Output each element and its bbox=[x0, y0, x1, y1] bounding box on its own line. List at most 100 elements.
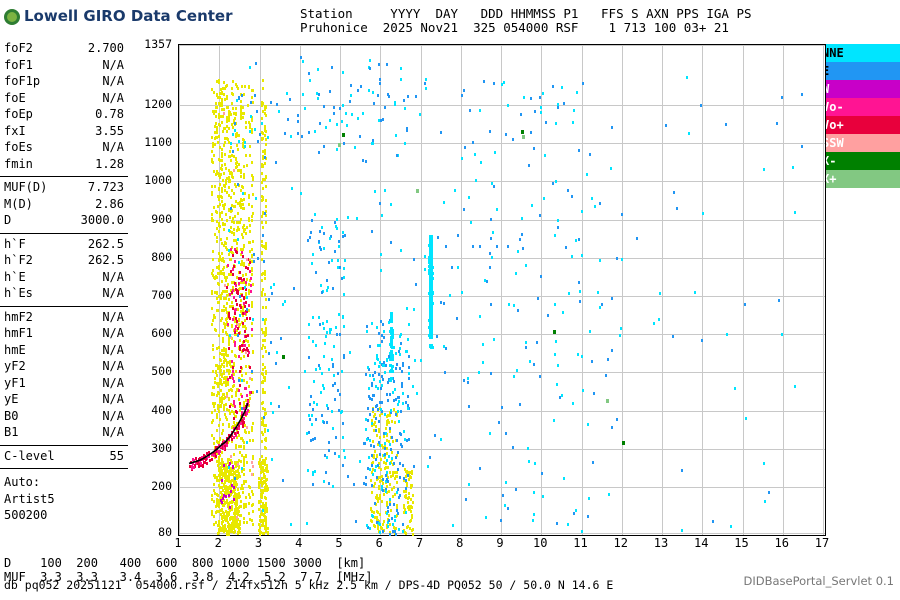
echo-point bbox=[238, 444, 241, 448]
legend-item-x[interactable]: X- bbox=[818, 152, 900, 170]
echo-point bbox=[219, 368, 222, 372]
echo-point bbox=[240, 260, 243, 264]
echo-point bbox=[230, 409, 233, 413]
echo-point bbox=[248, 365, 251, 369]
echo-point bbox=[334, 452, 337, 456]
echo-point bbox=[242, 379, 245, 383]
x-axis-tick-label: 16 bbox=[774, 536, 789, 550]
echo-point bbox=[242, 93, 245, 97]
echo-point bbox=[238, 465, 241, 469]
echo-point bbox=[368, 397, 371, 401]
echo-point bbox=[261, 294, 264, 298]
echo-point bbox=[235, 485, 238, 489]
echo-point bbox=[215, 275, 218, 279]
echo-point bbox=[358, 460, 361, 464]
legend-item-w[interactable]: W bbox=[818, 80, 900, 98]
echo-point bbox=[247, 289, 250, 293]
echo-point bbox=[229, 462, 232, 466]
echo-point bbox=[214, 125, 217, 129]
echo-point bbox=[277, 109, 280, 113]
echo-point bbox=[225, 361, 228, 365]
echo-point bbox=[222, 204, 225, 208]
echo-point bbox=[402, 530, 405, 534]
echo-point bbox=[386, 432, 389, 436]
echo-point bbox=[251, 214, 254, 218]
legend-item-ssw[interactable]: SSW bbox=[818, 134, 900, 152]
echo-point bbox=[267, 428, 270, 432]
gridline-vertical bbox=[299, 45, 301, 535]
x-axis-tick-label: 13 bbox=[653, 536, 669, 550]
echo-point bbox=[239, 113, 242, 117]
echo-point bbox=[321, 384, 324, 388]
echo-point bbox=[395, 491, 398, 495]
echo-point bbox=[525, 264, 528, 268]
echo-point bbox=[591, 461, 594, 465]
echo-point bbox=[283, 131, 286, 135]
echo-point bbox=[265, 525, 268, 529]
echo-point bbox=[580, 210, 583, 214]
echo-point bbox=[218, 345, 221, 349]
echo-point bbox=[323, 479, 326, 483]
ionogram-plot[interactable] bbox=[178, 44, 826, 536]
echo-point bbox=[248, 384, 251, 388]
echo-point bbox=[439, 438, 442, 442]
echo-point bbox=[389, 461, 392, 465]
echo-point bbox=[365, 524, 368, 528]
echo-point bbox=[370, 381, 373, 385]
echo-point bbox=[389, 342, 393, 346]
echo-point bbox=[219, 438, 222, 442]
echo-point bbox=[323, 232, 326, 236]
echo-point bbox=[248, 260, 251, 264]
echo-point bbox=[320, 225, 323, 229]
echo-point bbox=[220, 397, 223, 401]
echo-point bbox=[491, 181, 494, 185]
echo-point bbox=[215, 428, 218, 432]
echo-point bbox=[380, 383, 383, 387]
auto-line: 500200 bbox=[4, 508, 48, 522]
echo-point bbox=[240, 393, 243, 397]
echo-point bbox=[234, 510, 237, 514]
echo-point bbox=[223, 162, 226, 166]
legend-item-vo[interactable]: Vo- bbox=[818, 98, 900, 116]
echo-point bbox=[237, 512, 240, 516]
echo-point bbox=[254, 196, 257, 200]
echo-point bbox=[216, 464, 219, 468]
echo-point bbox=[406, 438, 409, 442]
echo-point bbox=[194, 463, 197, 467]
echo-point bbox=[235, 421, 238, 425]
echo-point bbox=[242, 459, 245, 463]
echo-point bbox=[218, 526, 221, 530]
echo-point bbox=[230, 426, 233, 430]
legend-item-x[interactable]: X+ bbox=[818, 170, 900, 188]
echo-point bbox=[228, 215, 231, 219]
echo-point bbox=[539, 214, 542, 218]
echo-point bbox=[287, 385, 290, 389]
echo-point bbox=[225, 530, 228, 533]
echo-point bbox=[489, 302, 492, 306]
echo-point bbox=[445, 245, 448, 249]
echo-point bbox=[395, 509, 398, 513]
echo-point bbox=[241, 340, 244, 344]
echo-point bbox=[251, 269, 254, 273]
echo-point bbox=[234, 162, 237, 166]
echo-point bbox=[311, 340, 314, 344]
param-row: h`F2 262.5 bbox=[0, 253, 128, 270]
echo-point bbox=[394, 477, 397, 481]
echo-point bbox=[226, 511, 229, 515]
echo-point bbox=[349, 100, 352, 104]
echo-point bbox=[248, 144, 251, 148]
legend-item-vo[interactable]: Vo+ bbox=[818, 116, 900, 134]
legend-item-nne[interactable]: NNE bbox=[818, 44, 900, 62]
echo-point bbox=[406, 94, 409, 98]
legend-item-e[interactable]: E bbox=[818, 62, 900, 80]
param-value: N/A bbox=[102, 57, 124, 72]
echo-point bbox=[263, 126, 266, 130]
echo-point bbox=[244, 335, 247, 339]
echo-point bbox=[264, 209, 267, 213]
echo-point bbox=[371, 90, 374, 94]
echo-point bbox=[210, 410, 213, 414]
echo-point bbox=[215, 109, 218, 113]
param-value: 3000.0 bbox=[80, 213, 124, 227]
echo-point bbox=[373, 420, 376, 424]
echo-point bbox=[527, 447, 530, 451]
